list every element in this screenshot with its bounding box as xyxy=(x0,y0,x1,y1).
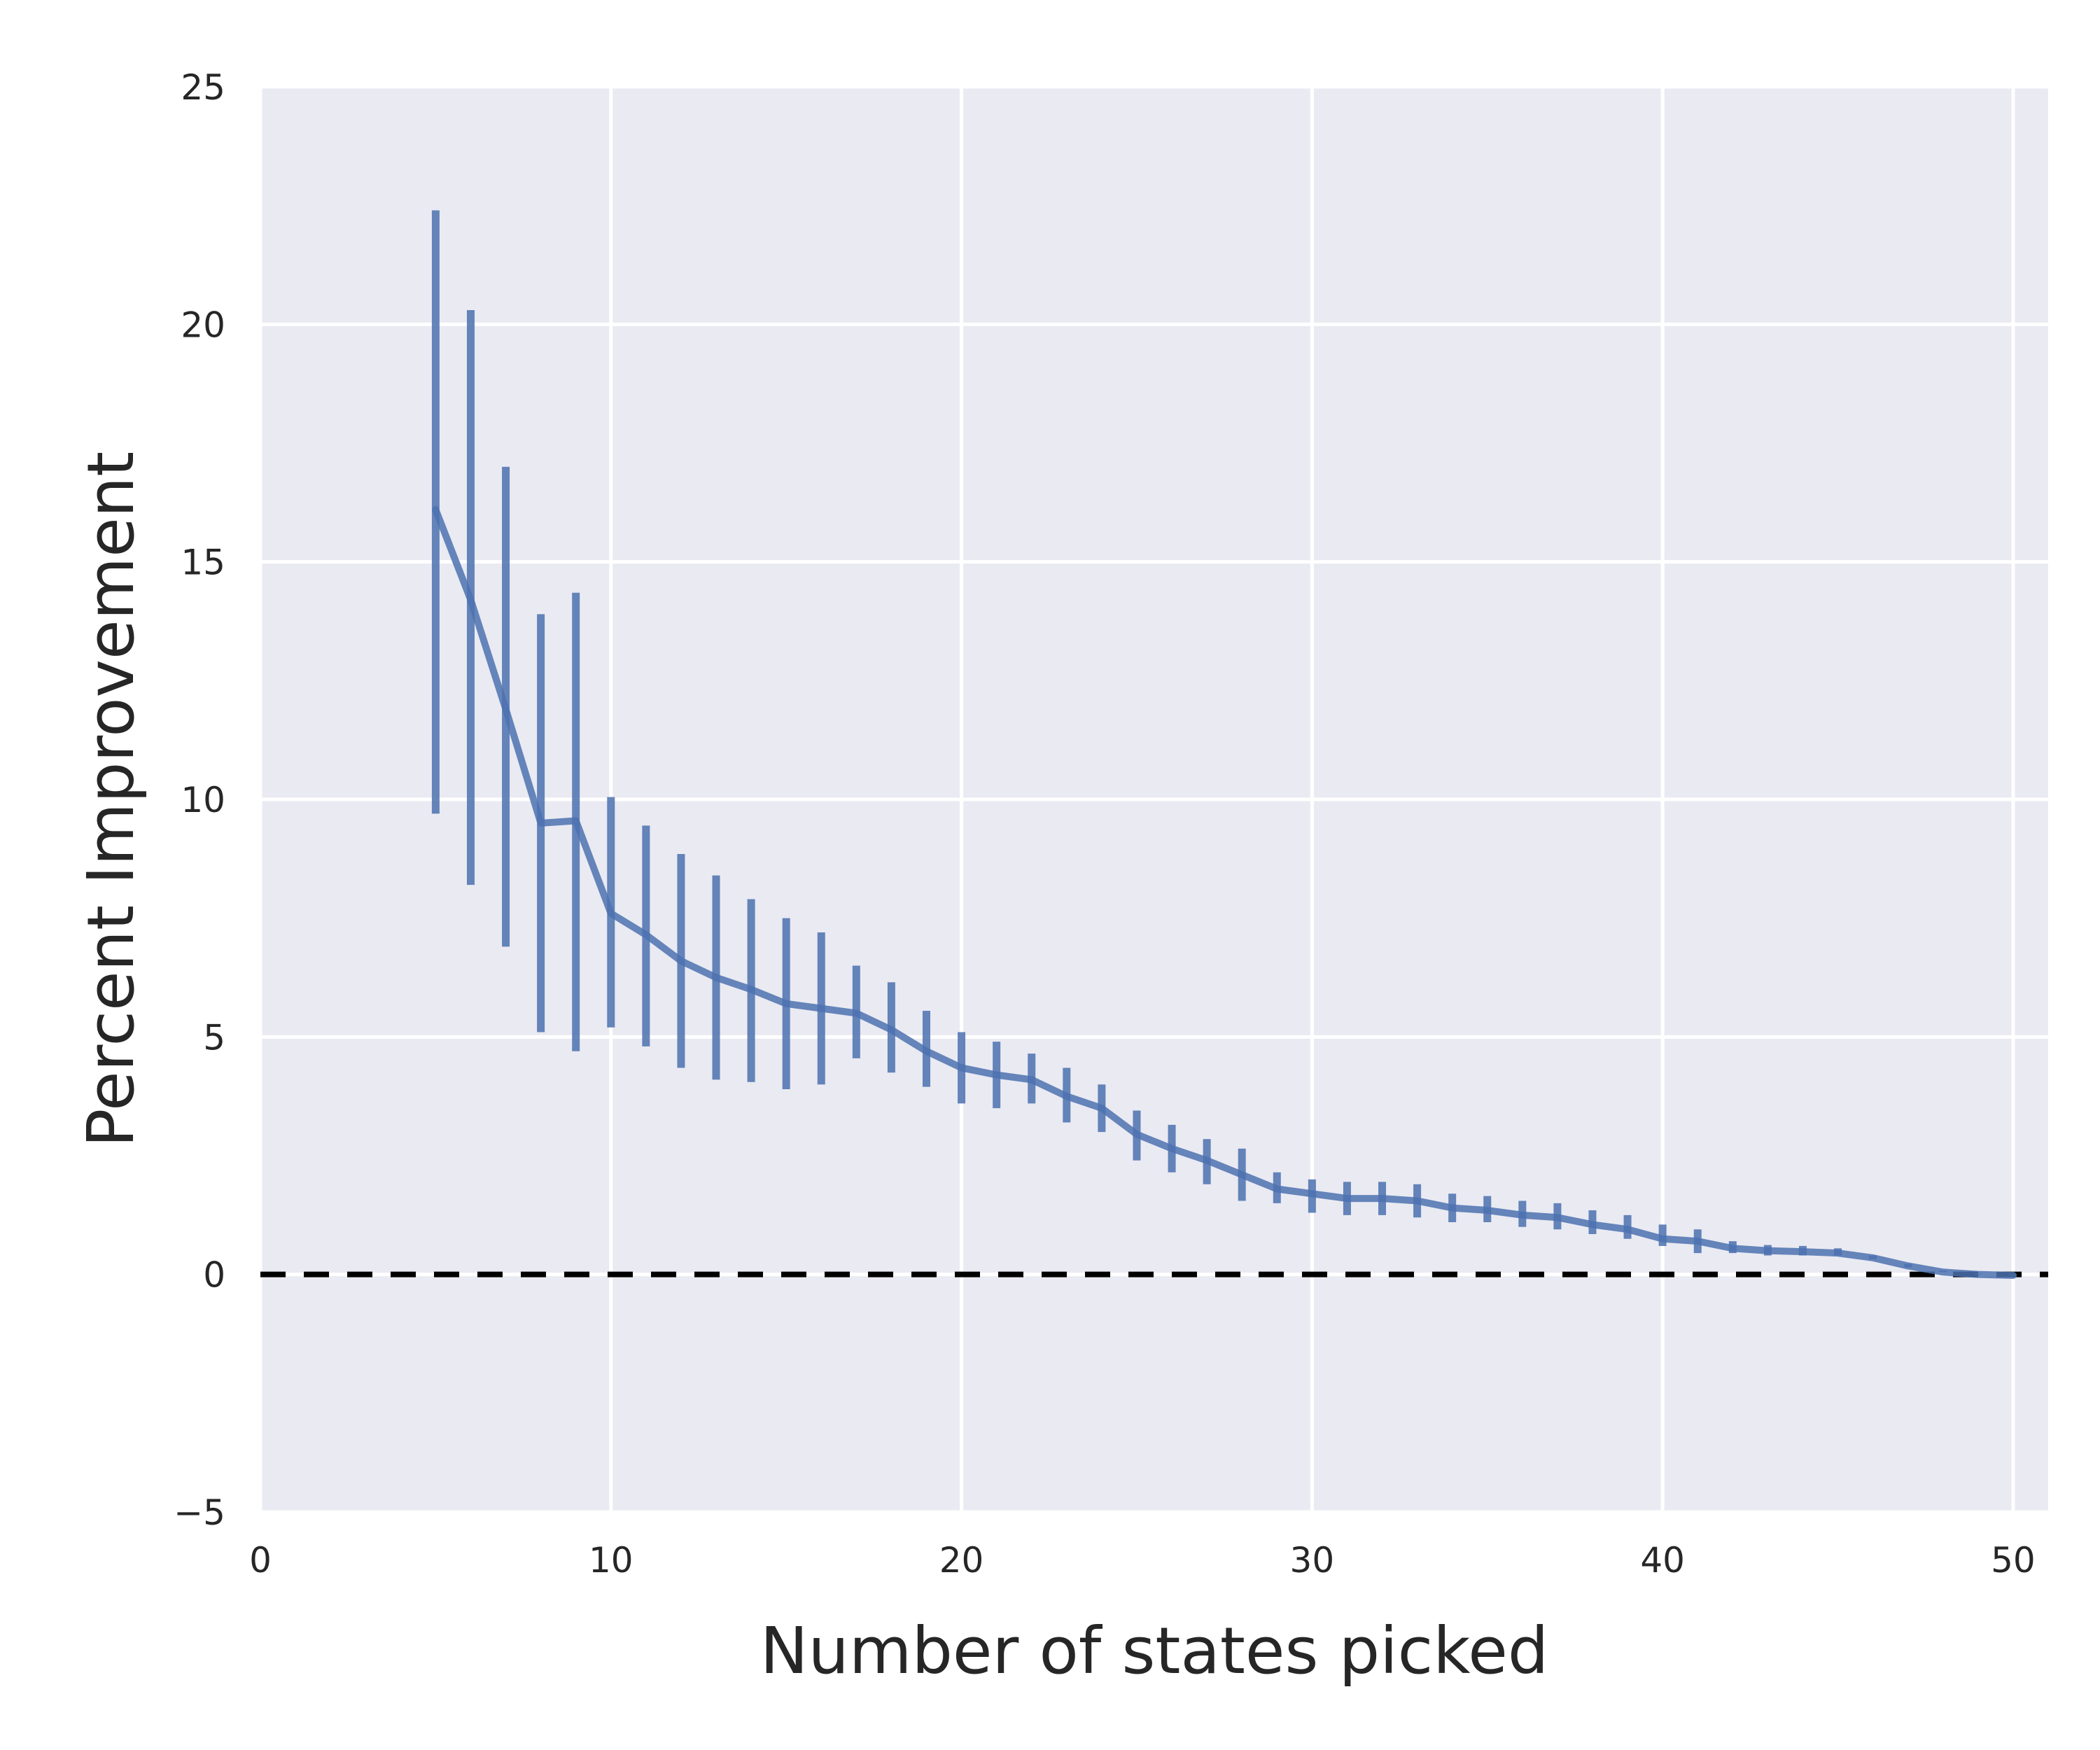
y-tick-label: 20 xyxy=(181,304,225,345)
y-tick-labels: −5 0 5 10 15 20 25 xyxy=(174,67,225,1533)
x-tick-labels: 0 10 20 30 40 50 xyxy=(249,1540,2036,1581)
series-line xyxy=(432,506,2017,1280)
y-tick-label: 0 xyxy=(203,1255,225,1296)
y-tick-label: 5 xyxy=(203,1017,225,1058)
x-tick-label: 30 xyxy=(1290,1540,1335,1581)
x-tick-label: 40 xyxy=(1640,1540,1685,1581)
x-axis-label: Number of states picked xyxy=(760,1614,1549,1688)
x-tick-label: 50 xyxy=(1991,1540,2036,1581)
x-tick-label: 10 xyxy=(589,1540,634,1581)
y-tick-label: 15 xyxy=(181,542,225,583)
y-tick-label: −5 xyxy=(174,1492,225,1533)
x-tick-label: 0 xyxy=(249,1540,272,1581)
y-tick-label: 25 xyxy=(181,67,225,108)
y-axis-label: Percent Improvement xyxy=(74,451,148,1147)
y-tick-label: 10 xyxy=(181,780,225,820)
x-tick-label: 20 xyxy=(939,1540,984,1581)
